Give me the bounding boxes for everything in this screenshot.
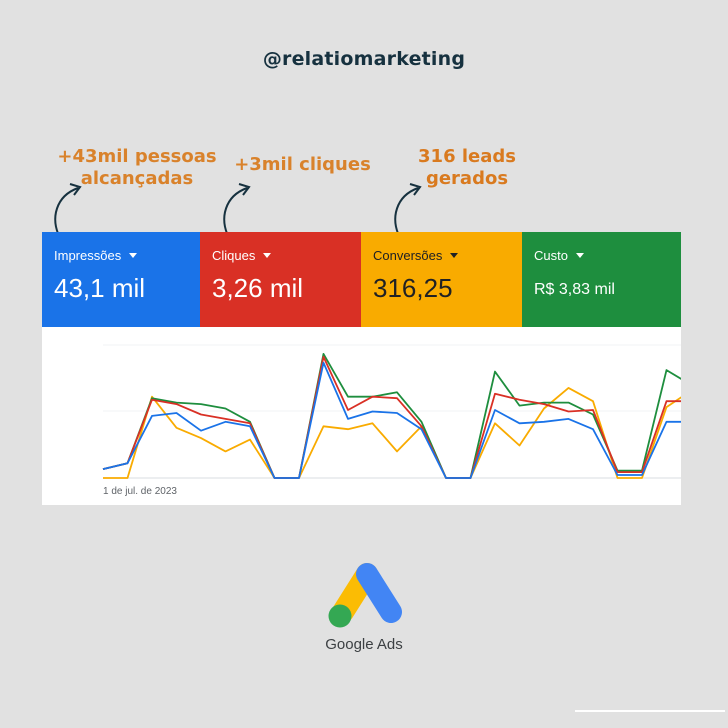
series-line-cliques [102,355,691,479]
series-line-conversões [103,387,692,479]
x-axis-date-label: 1 de jul. de 2023 [103,486,177,497]
metric-value: 3,26 mil [212,273,304,303]
line-chart [102,344,692,479]
google-ads-logo-icon [328,563,402,628]
metric-label[interactable]: Custo [534,248,669,263]
curved-arrow-icon [394,183,422,239]
metric-tile-impressions[interactable]: Impressões 43,1 mil [42,232,200,327]
divider [575,710,725,712]
metric-value: 316,25 [373,273,453,303]
metric-value: 43,1 mil [54,273,146,303]
annotation-clicks: +3mil cliques [234,154,371,175]
metric-tile-clicks[interactable]: Cliques 3,26 mil [200,232,361,327]
series-line-custo [102,352,692,479]
dropdown-caret-icon[interactable] [450,253,459,258]
metric-value: R$ 3,83 mil [534,281,615,298]
series-line-impressões [102,361,691,479]
dropdown-caret-icon[interactable] [263,253,272,258]
curved-arrow-icon [223,183,251,239]
annotation-impressions: +43mil pessoas alcançadas [57,146,217,189]
dropdown-caret-icon[interactable] [575,253,584,258]
metric-label[interactable]: Impressões [54,248,188,263]
metric-label[interactable]: Conversões [373,248,510,263]
performance-chart[interactable]: 1 de jul. de 2023 [42,327,692,505]
metric-tile-conversions[interactable]: Conversões 316,25 [361,232,522,327]
google-ads-wordmark: Google Ads [325,636,403,653]
metric-tiles: Impressões 43,1 mil Cliques 3,26 mil Con… [42,232,681,327]
instagram-handle: @relatiomarketing [262,48,466,70]
annotation-leads: 316 leads gerados [418,146,516,189]
metric-tile-cost[interactable]: Custo R$ 3,83 mil [522,232,681,327]
dropdown-caret-icon[interactable] [129,253,138,258]
curved-arrow-icon [54,183,82,239]
metric-label[interactable]: Cliques [212,248,349,263]
